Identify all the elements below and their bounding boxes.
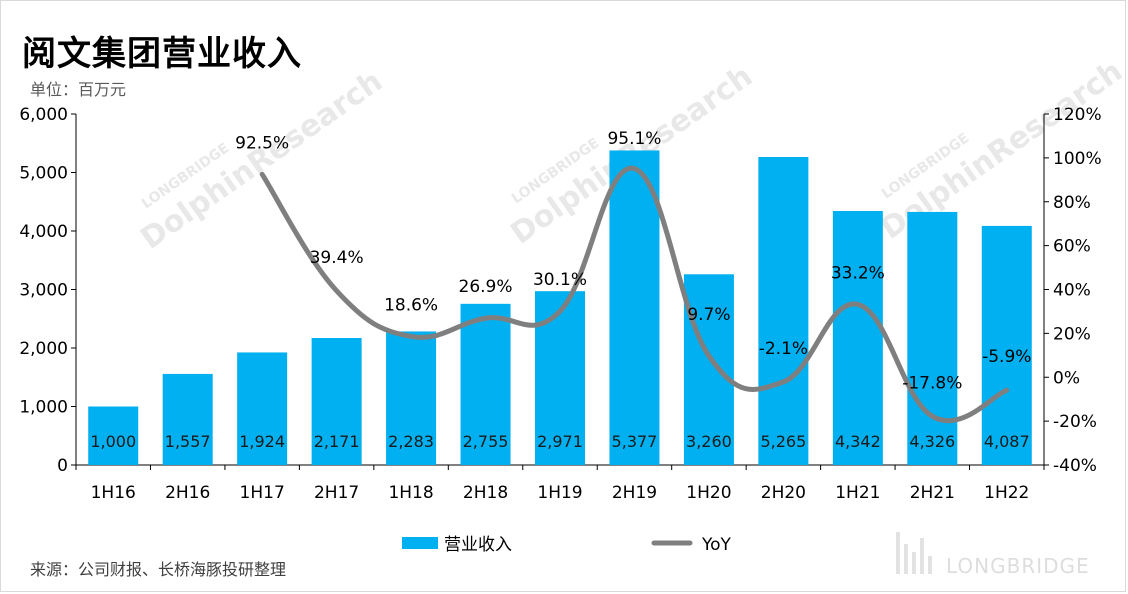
left-tick-label: 1,000 bbox=[19, 398, 68, 418]
legend-swatch-revenue bbox=[402, 537, 438, 549]
x-tick-label: 2H18 bbox=[463, 483, 508, 503]
yoy-label: 9.7% bbox=[687, 305, 730, 325]
x-tick-label: 1H18 bbox=[388, 483, 433, 503]
revenue-bar bbox=[683, 274, 734, 465]
right-tick-label: 0% bbox=[1053, 368, 1080, 388]
legend-label-yoy: YoY bbox=[701, 535, 732, 555]
x-tick-label: 1H20 bbox=[686, 483, 731, 503]
right-tick-label: 60% bbox=[1053, 237, 1091, 257]
yoy-label: 26.9% bbox=[459, 277, 513, 297]
yoy-label: 95.1% bbox=[607, 129, 661, 149]
yoy-label: 39.4% bbox=[310, 248, 364, 268]
yoy-line bbox=[259, 166, 1010, 424]
revenue-bar-label: 5,377 bbox=[612, 432, 658, 451]
logo-bar bbox=[920, 538, 924, 574]
revenue-bar bbox=[88, 406, 139, 465]
x-tick-label: 2H19 bbox=[612, 483, 657, 503]
revenue-bar bbox=[981, 225, 1032, 465]
left-tick-label: 0 bbox=[57, 456, 68, 476]
revenue-bar-label: 4,342 bbox=[835, 432, 881, 451]
left-tick-label: 6,000 bbox=[19, 105, 68, 125]
x-tick-label: 1H22 bbox=[984, 483, 1029, 503]
revenue-bar-label: 1,924 bbox=[239, 432, 285, 451]
unit-label: 单位：百万元 bbox=[30, 80, 127, 99]
yoy-label: 92.5% bbox=[235, 133, 289, 153]
logo-bar bbox=[904, 544, 908, 574]
x-tick-label: 1H19 bbox=[537, 483, 582, 503]
revenue-bars bbox=[88, 150, 1032, 465]
revenue-bar bbox=[460, 303, 511, 465]
right-tick-label: 100% bbox=[1053, 149, 1102, 169]
logo-text: LONGBRIDGE bbox=[946, 554, 1090, 578]
revenue-bar bbox=[162, 373, 213, 465]
yoy-line-layer bbox=[259, 166, 1010, 424]
revenue-bar-label: 2,755 bbox=[463, 432, 509, 451]
logo-bar bbox=[912, 552, 916, 574]
chart-axes: 0 1,000 2,000 3,000 4,000 5,000 6,000 -40% -20% 0… bbox=[19, 105, 1101, 503]
left-tick-label: 5,000 bbox=[19, 164, 68, 184]
watermark-text: DolphinResearch bbox=[135, 64, 389, 257]
source-note: 来源：公司财报、长桥海豚投研整理 bbox=[30, 560, 287, 579]
legend: 营业收入 YoY bbox=[402, 535, 732, 555]
yoy-label: 33.2% bbox=[831, 263, 885, 283]
revenue-bar bbox=[535, 291, 585, 465]
revenue-bar-label: 4,326 bbox=[909, 432, 955, 451]
yoy-label: 18.6% bbox=[384, 295, 438, 315]
x-tick-label: 2H20 bbox=[761, 483, 806, 503]
revenue-bar-label: 2,971 bbox=[537, 432, 583, 451]
revenue-bar bbox=[758, 156, 809, 465]
yoy-label: 30.1% bbox=[533, 270, 587, 290]
right-tick-label: 120% bbox=[1053, 105, 1102, 125]
x-tick-label: 1H17 bbox=[240, 483, 285, 503]
right-tick-label: 80% bbox=[1053, 193, 1091, 213]
logo-bar bbox=[896, 532, 900, 574]
logo-bar bbox=[928, 556, 932, 574]
revenue-bar bbox=[237, 352, 288, 465]
revenue-bar-label: 1,000 bbox=[90, 432, 136, 451]
left-tick-label: 4,000 bbox=[19, 222, 68, 242]
revenue-bar bbox=[311, 337, 362, 465]
x-tick-label: 2H16 bbox=[165, 483, 210, 503]
x-tick-label: 2H17 bbox=[314, 483, 359, 503]
yoy-label: -2.1% bbox=[759, 339, 808, 359]
revenue-bar bbox=[907, 211, 958, 465]
yoy-label: -17.8% bbox=[902, 373, 962, 393]
legend-label-revenue: 营业收入 bbox=[444, 535, 512, 555]
left-tick-label: 2,000 bbox=[19, 339, 68, 359]
revenue-bar-label: 5,265 bbox=[760, 432, 806, 451]
revenue-bar-label: 1,557 bbox=[165, 432, 211, 451]
revenue-bar-label: 3,260 bbox=[686, 432, 732, 451]
right-tick-label: 40% bbox=[1053, 281, 1091, 301]
right-tick-label: -20% bbox=[1053, 412, 1097, 432]
revenue-bar-labels: 1,000 1,557 1,924 2,171 2,283 2,755 2,971 5,377… bbox=[90, 432, 1029, 451]
chart-title: 阅文集团营业收入 bbox=[22, 34, 302, 74]
revenue-bar bbox=[386, 331, 437, 465]
right-tick-label: 20% bbox=[1053, 324, 1091, 344]
x-tick-label: 2H21 bbox=[910, 483, 955, 503]
revenue-bar-label: 2,171 bbox=[314, 432, 360, 451]
revenue-bar bbox=[609, 150, 660, 465]
x-tick-label: 1H16 bbox=[91, 483, 136, 503]
longbridge-logo: LONGBRIDGE bbox=[896, 532, 1090, 578]
left-tick-label: 3,000 bbox=[19, 281, 68, 301]
revenue-bar bbox=[832, 210, 883, 465]
revenue-bar-label: 4,087 bbox=[984, 432, 1030, 451]
yoy-label: -5.9% bbox=[982, 347, 1031, 367]
yoy-labels: 92.5% 39.4% 18.6% 26.9% 30.1% 95.1% 9.7% -2.1% 3… bbox=[235, 129, 1031, 393]
right-tick-label: -40% bbox=[1053, 456, 1097, 476]
revenue-bar-label: 2,283 bbox=[388, 432, 434, 451]
x-tick-label: 1H21 bbox=[835, 483, 880, 503]
